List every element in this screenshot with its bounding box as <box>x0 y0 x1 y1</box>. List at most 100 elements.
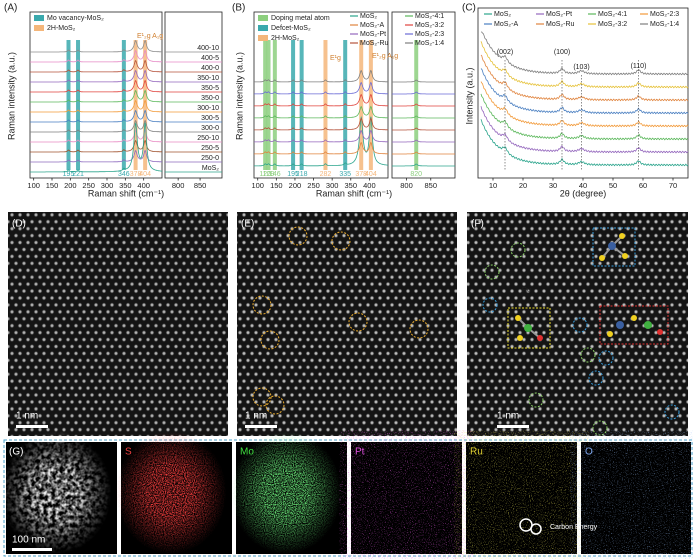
peak-band <box>359 40 364 170</box>
x-tick-label: 10 <box>489 181 497 190</box>
peak-annotation: E¹₂g A₁g <box>372 53 398 60</box>
pattern-line <box>480 54 689 102</box>
peak-band <box>343 40 348 170</box>
eds: (G) S Mo Pt Ru O 100 nm Carbon Energy <box>3 439 693 557</box>
x-tick-label: 60 <box>639 181 647 190</box>
peak-label: 120 <box>259 171 271 178</box>
x-axis-label: Raman shift (cm⁻¹) <box>88 188 164 198</box>
x-axis-label: Raman shift (cm⁻¹) <box>316 188 392 198</box>
peak-band <box>133 40 138 170</box>
peak-band <box>266 40 271 170</box>
legend-label: MoS₂-3:2 <box>598 21 627 28</box>
peak-label: 221 <box>72 171 84 178</box>
x-tick-label: 70 <box>669 181 677 190</box>
y-axis-label: Raman intensity (a.u.) <box>234 52 244 140</box>
legend-label: MoS₂-Pt <box>546 11 572 18</box>
panel-label: (G) <box>9 447 23 458</box>
spectrum <box>30 122 222 173</box>
legend-label: 2H-MoS₂ <box>47 25 76 32</box>
series-label: 400-0 <box>201 65 219 72</box>
spectrum <box>30 149 222 163</box>
panel-label: (C) <box>462 3 476 14</box>
x-tick-label: 250 <box>307 181 320 190</box>
peak-band <box>66 40 71 170</box>
series-label: 300-5 <box>201 115 219 122</box>
peak-label: 335 <box>339 171 351 178</box>
peak-band <box>323 40 328 170</box>
series-label: 300-10 <box>197 105 219 112</box>
axis-frame <box>391 11 456 179</box>
pattern-line <box>480 41 689 89</box>
peak-label: (002) <box>497 49 513 56</box>
x-tick-label: 150 <box>270 181 283 190</box>
legend-label: MoS₂-Pt <box>360 31 386 38</box>
pattern-line <box>480 81 689 128</box>
peak-label: 346 <box>118 171 130 178</box>
peak-band <box>121 40 126 170</box>
x-tick-label: 30 <box>549 181 557 190</box>
panel-label: (B) <box>232 3 245 14</box>
x-tick-label: 20 <box>519 181 527 190</box>
spectrum <box>254 81 455 95</box>
x-tick-label: 850 <box>425 181 438 190</box>
stem-d: (D) 1 nm <box>8 212 228 436</box>
atom-label: Ru <box>637 292 646 299</box>
legend-swatch <box>258 25 268 31</box>
legend-label: MoS₂-A <box>494 21 518 28</box>
watermark: Carbon Energy <box>550 524 598 531</box>
x-tick-label: 150 <box>46 181 59 190</box>
spectrum <box>30 79 222 93</box>
map-label: O <box>585 447 593 458</box>
peak-band <box>368 40 373 170</box>
series-label: MoS₂ <box>202 165 219 172</box>
map-label: Pt <box>355 447 365 458</box>
spectrum <box>30 69 222 83</box>
pattern-line <box>480 119 689 167</box>
x-tick-label: 200 <box>289 181 302 190</box>
x-tick-label: 50 <box>609 181 617 190</box>
spectrum <box>254 93 455 107</box>
legend-label: MoS₂-2:3 <box>650 11 679 18</box>
peak-label: (100) <box>554 49 570 56</box>
peak-band <box>272 40 277 170</box>
peak-band <box>263 40 268 170</box>
scale-label: 1 nm <box>16 411 38 422</box>
spectrum <box>30 39 222 53</box>
legend-label: MoS₂ <box>494 11 511 18</box>
peak-label: 195 <box>287 171 299 178</box>
panel-label: (A) <box>4 3 17 14</box>
x-tick-label: 100 <box>27 181 40 190</box>
axis-frame <box>29 11 163 179</box>
peak-label: 378 <box>355 171 367 178</box>
peak-label: (110) <box>631 63 647 70</box>
x-tick-label: 100 <box>251 181 264 190</box>
x-tick-label: 800 <box>172 181 185 190</box>
spectrum <box>254 141 455 155</box>
map-label: Ru <box>470 447 483 458</box>
x-tick-label: 800 <box>400 181 413 190</box>
peak-annotation: E¹g <box>330 55 341 62</box>
peak-band <box>143 40 148 170</box>
legend-label: 2H-MoS₂ <box>271 35 300 42</box>
peak-band <box>299 40 304 170</box>
legend-swatch <box>258 15 268 21</box>
series-label: 300-0 <box>201 125 219 132</box>
series-label: 350-0 <box>201 95 219 102</box>
x-tick-label: 40 <box>579 181 587 190</box>
legend-label: MoS₂-4:1 <box>415 13 444 20</box>
x-tick-label: 300 <box>101 181 114 190</box>
series-label: 350-10 <box>197 75 219 82</box>
legend-label: MoS₂-Ru <box>546 21 574 28</box>
pattern-line <box>480 68 689 115</box>
spectrum <box>30 109 222 123</box>
spectrum <box>30 59 222 73</box>
scale-label: 1 nm <box>245 411 267 422</box>
peak-band <box>414 40 419 170</box>
spectrum <box>254 116 455 167</box>
panel-label: (F) <box>471 219 484 230</box>
series-label: 350-5 <box>201 85 219 92</box>
legend-swatch <box>258 35 268 41</box>
panel-label: (E) <box>241 219 254 230</box>
scale-label: 100 nm <box>12 535 45 546</box>
